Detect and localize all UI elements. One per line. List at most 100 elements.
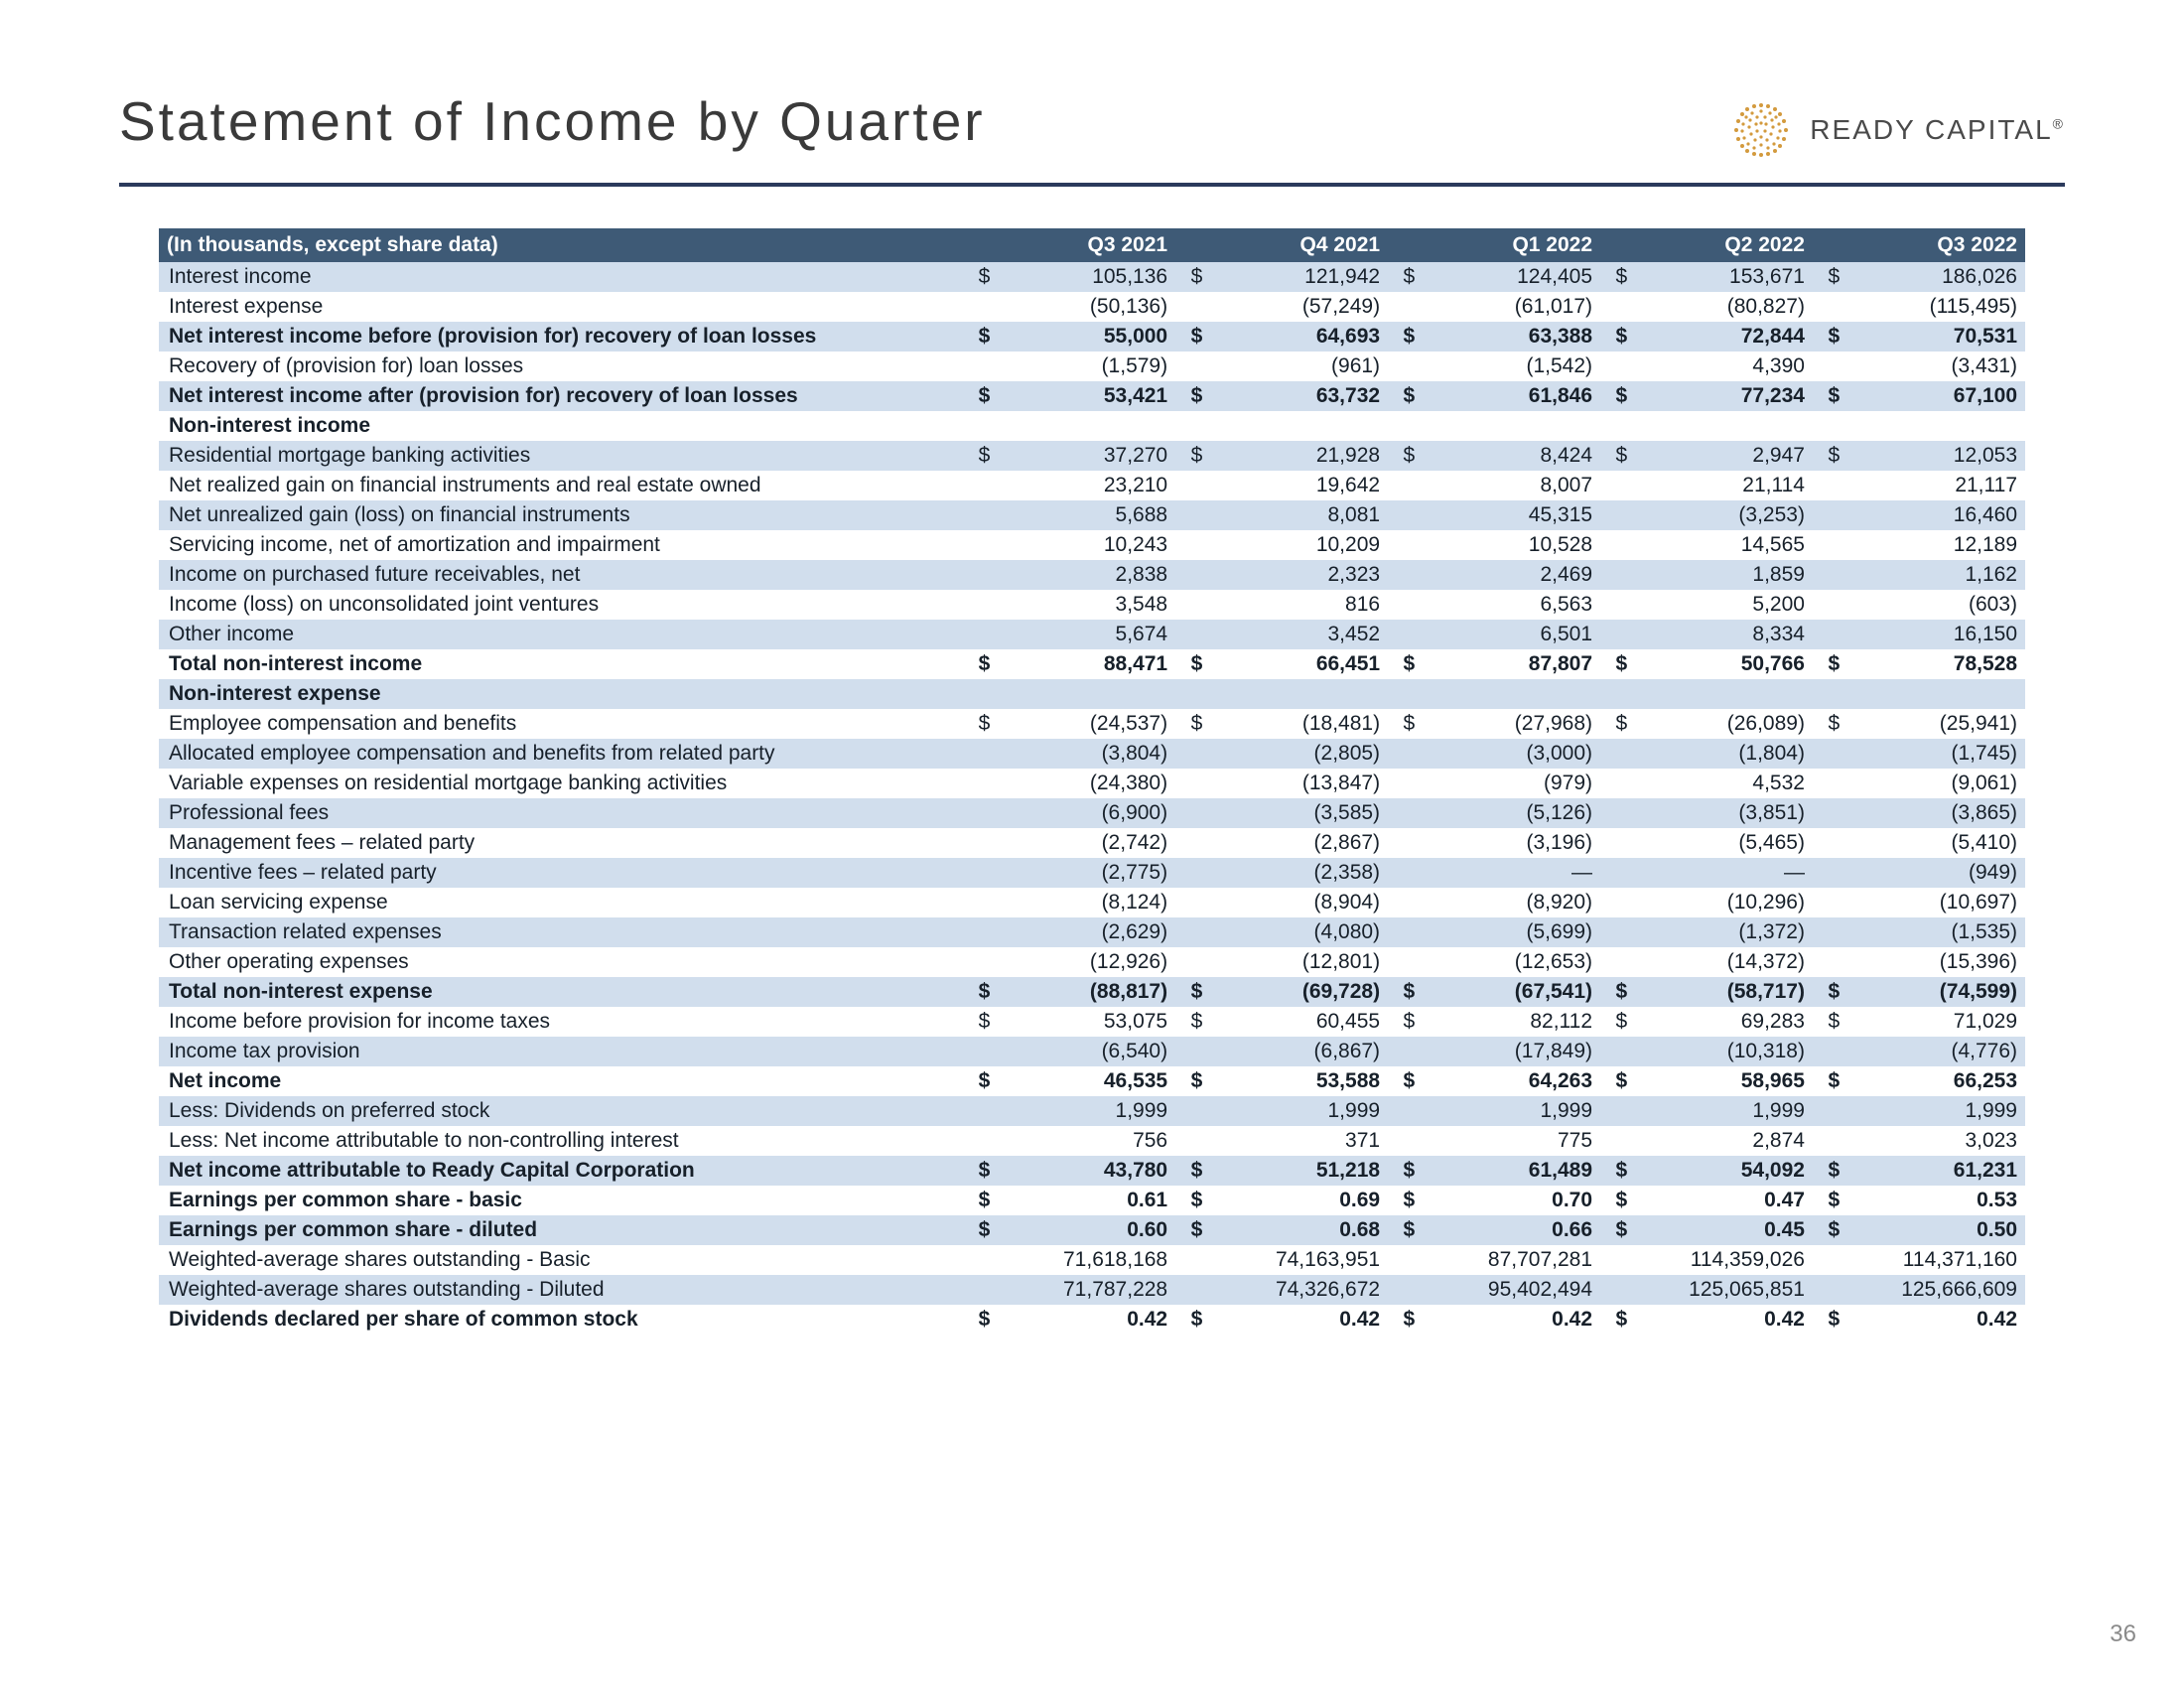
row-label: Interest expense [159, 292, 963, 322]
currency-symbol [1600, 828, 1631, 858]
currency-symbol [1388, 1126, 1419, 1156]
table-row: Net income$46,535$53,588$64,263$58,965$6… [159, 1066, 2025, 1096]
currency-symbol [963, 798, 994, 828]
currency-symbol [1813, 1096, 1843, 1126]
cell-value: (1,535) [1843, 917, 2025, 947]
currency-symbol [1175, 620, 1206, 649]
cell-value: 10,243 [994, 530, 1175, 560]
cell-value: (1,579) [994, 352, 1175, 381]
currency-symbol [1600, 500, 1631, 530]
cell-value: (2,867) [1206, 828, 1388, 858]
currency-symbol: $ [1813, 709, 1843, 739]
row-label: Management fees – related party [159, 828, 963, 858]
cell-value: 6,501 [1419, 620, 1600, 649]
cell-value: (4,080) [1206, 917, 1388, 947]
currency-symbol [1388, 679, 1419, 709]
currency-symbol [1813, 858, 1843, 888]
currency-symbol: $ [1600, 1007, 1631, 1037]
currency-symbol: $ [1388, 441, 1419, 471]
currency-symbol [1813, 888, 1843, 917]
currency-symbol [1600, 1096, 1631, 1126]
cell-value: (10,697) [1843, 888, 2025, 917]
column-header: Q1 2022 [1419, 228, 1600, 262]
cell-value: 69,283 [1631, 1007, 1813, 1037]
cell-value: (3,000) [1419, 739, 1600, 769]
currency-symbol [1600, 411, 1631, 441]
currency-symbol: $ [1600, 649, 1631, 679]
currency-symbol [1175, 769, 1206, 798]
currency-symbol: $ [963, 977, 994, 1007]
row-label: Recovery of (provision for) loan losses [159, 352, 963, 381]
currency-symbol [1813, 471, 1843, 500]
table-header: (In thousands, except share data)Q3 2021… [159, 228, 2025, 262]
currency-symbol [1388, 769, 1419, 798]
cell-value: 4,532 [1631, 769, 1813, 798]
row-label: Total non-interest income [159, 649, 963, 679]
cell-value: (50,136) [994, 292, 1175, 322]
table-row: Net interest income before (provision fo… [159, 322, 2025, 352]
table-row: Interest income$105,136$121,942$124,405$… [159, 262, 2025, 292]
row-label: Less: Dividends on preferred stock [159, 1096, 963, 1126]
currency-symbol: $ [1175, 709, 1206, 739]
currency-symbol: $ [1388, 709, 1419, 739]
currency-symbol [963, 530, 994, 560]
cell-value: 0.69 [1206, 1186, 1388, 1215]
currency-symbol: $ [1175, 441, 1206, 471]
currency-symbol [1175, 828, 1206, 858]
currency-symbol [1388, 292, 1419, 322]
table-row: Total non-interest income$88,471$66,451$… [159, 649, 2025, 679]
cell-value: (10,296) [1631, 888, 1813, 917]
cell-value: 114,359,026 [1631, 1245, 1813, 1275]
header-sym [1813, 228, 1843, 262]
row-label: Other operating expenses [159, 947, 963, 977]
currency-symbol [1175, 1275, 1206, 1305]
header: Statement of Income by Quarter [119, 89, 2065, 161]
cell-value: (12,653) [1419, 947, 1600, 977]
cell-value: 21,114 [1631, 471, 1813, 500]
cell-value: (14,372) [1631, 947, 1813, 977]
currency-symbol [1388, 917, 1419, 947]
cell-value [1843, 679, 2025, 709]
currency-symbol [963, 917, 994, 947]
cell-value: 61,489 [1419, 1156, 1600, 1186]
cell-value: 87,707,281 [1419, 1245, 1600, 1275]
currency-symbol: $ [1813, 1007, 1843, 1037]
cell-value: 756 [994, 1126, 1175, 1156]
currency-symbol: $ [1175, 1215, 1206, 1245]
cell-value: 21,928 [1206, 441, 1388, 471]
cell-value: 8,424 [1419, 441, 1600, 471]
cell-value: 66,451 [1206, 649, 1388, 679]
cell-value: (74,599) [1843, 977, 2025, 1007]
cell-value: (2,629) [994, 917, 1175, 947]
currency-symbol [963, 590, 994, 620]
table-row: Net unrealized gain (loss) on financial … [159, 500, 2025, 530]
currency-symbol [963, 739, 994, 769]
currency-symbol: $ [1175, 262, 1206, 292]
cell-value: 61,846 [1419, 381, 1600, 411]
cell-value: 2,469 [1419, 560, 1600, 590]
currency-symbol [1175, 560, 1206, 590]
cell-value: 6,563 [1419, 590, 1600, 620]
cell-value: 78,528 [1843, 649, 2025, 679]
cell-value: (4,776) [1843, 1037, 2025, 1066]
currency-symbol [1388, 828, 1419, 858]
currency-symbol: $ [963, 1156, 994, 1186]
logo-icon [1730, 99, 1792, 161]
cell-value: 64,263 [1419, 1066, 1600, 1096]
cell-value: 19,642 [1206, 471, 1388, 500]
cell-value: 51,218 [1206, 1156, 1388, 1186]
cell-value: — [1419, 858, 1600, 888]
currency-symbol: $ [1813, 1156, 1843, 1186]
cell-value: 1,999 [1419, 1096, 1600, 1126]
currency-symbol [1600, 947, 1631, 977]
cell-value: 71,618,168 [994, 1245, 1175, 1275]
currency-symbol [1600, 590, 1631, 620]
currency-symbol: $ [1813, 441, 1843, 471]
cell-value: 63,732 [1206, 381, 1388, 411]
income-table-wrap: (In thousands, except share data)Q3 2021… [159, 228, 2025, 1335]
cell-value: 0.42 [1631, 1305, 1813, 1335]
currency-symbol: $ [963, 441, 994, 471]
cell-value [1206, 411, 1388, 441]
currency-symbol: $ [1600, 1066, 1631, 1096]
cell-value: 53,075 [994, 1007, 1175, 1037]
